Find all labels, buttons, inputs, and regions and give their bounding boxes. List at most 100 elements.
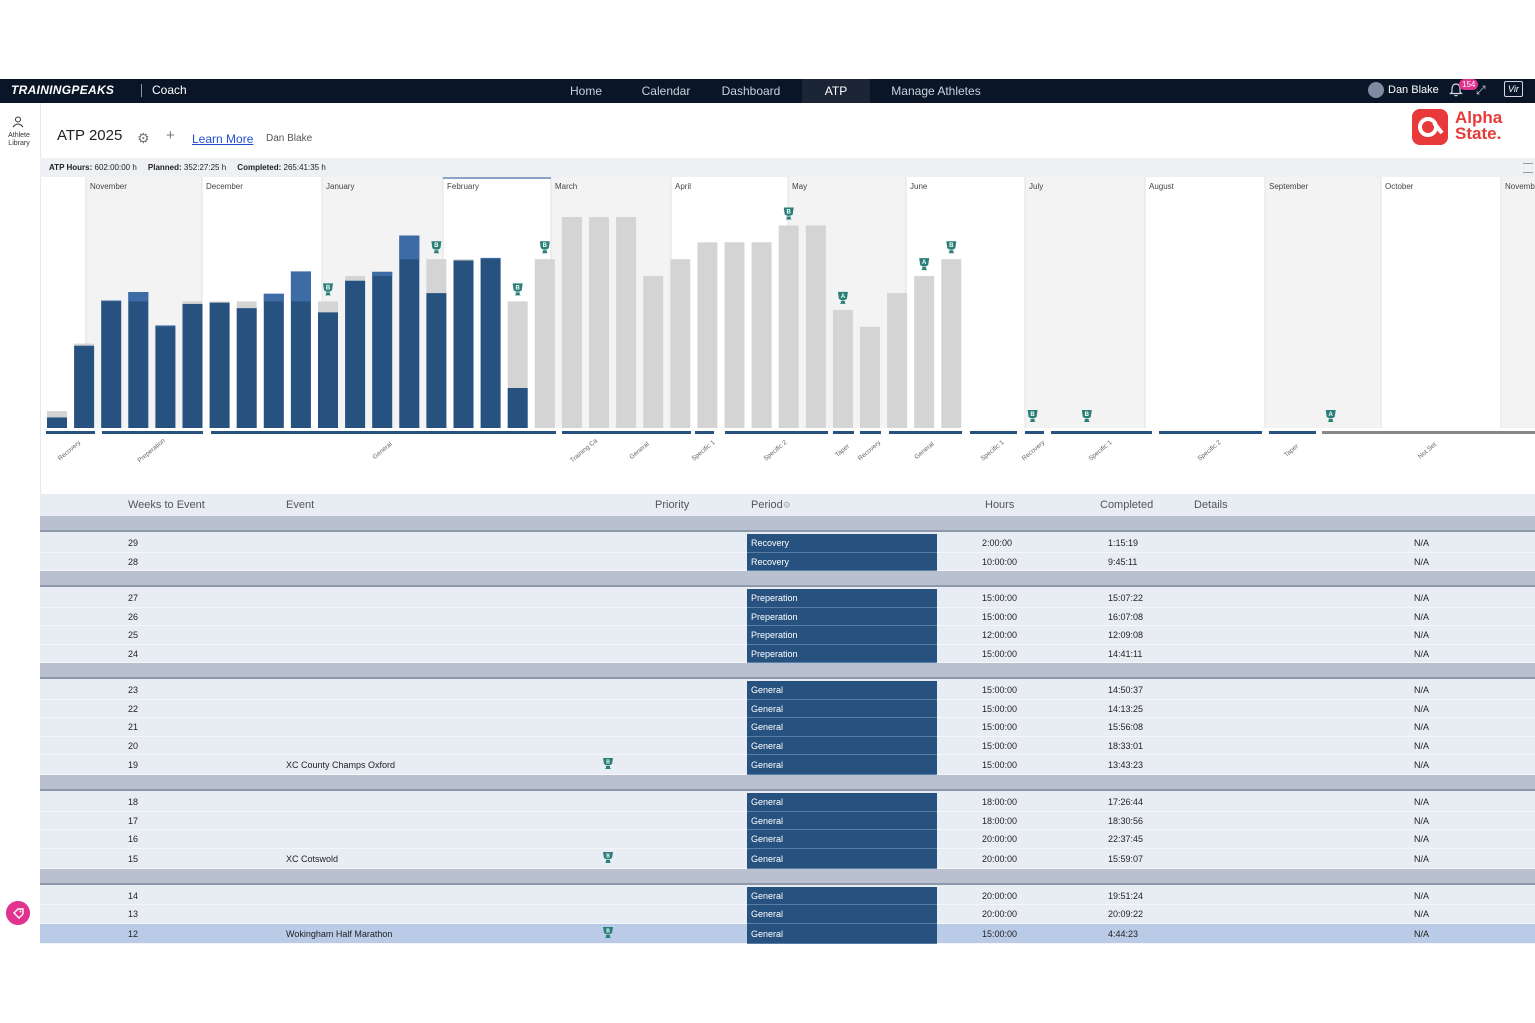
athlete-library-label[interactable]: Athlete Library — [8, 132, 30, 147]
trophy-icon[interactable]: A — [919, 258, 930, 271]
header-weeks-to-event[interactable]: Weeks to Event — [128, 499, 205, 511]
vir-button[interactable]: Vir — [1504, 81, 1523, 97]
trophy-icon[interactable]: B — [431, 241, 442, 254]
table-row[interactable]: 13 General 20:00:00 20:09:22 N/A — [40, 905, 1535, 924]
planned-bar — [589, 217, 609, 428]
expand-icon[interactable]: ⤢ — [1476, 83, 1486, 97]
table-row[interactable]: 15 XC Cotswold B General 20:00:00 15:59:07 N/A — [40, 848, 1535, 869]
nav-home[interactable]: Home — [569, 84, 602, 98]
trophy-icon[interactable]: B — [539, 241, 550, 254]
period-bar — [211, 431, 556, 434]
trophy-icon[interactable]: B — [1027, 410, 1038, 422]
over-plan-bar — [399, 235, 420, 260]
completed-value: 265:41:35 h — [283, 163, 326, 172]
nav-atp[interactable]: ATP — [802, 79, 870, 103]
week-cell: 16 — [128, 834, 139, 844]
trophy-icon[interactable]: B — [602, 926, 614, 939]
completed-cell: 4:44:23 — [1108, 928, 1139, 939]
header-hours[interactable]: Hours — [985, 499, 1015, 511]
details-cell: N/A — [1414, 834, 1430, 844]
svg-text:B: B — [787, 209, 792, 215]
period-cell: General — [747, 681, 937, 700]
left-rail — [0, 103, 41, 944]
table-row[interactable]: 21 General 15:00:00 15:56:08 N/A — [40, 718, 1535, 737]
page-title: ATP 2025 — [57, 127, 123, 144]
menu-icon[interactable] — [1523, 163, 1533, 173]
table-row[interactable]: 27 Preperation 15:00:00 15:07:22 N/A — [40, 589, 1535, 608]
gear-icon[interactable]: ⚙ — [137, 130, 150, 146]
athlete-library-icon[interactable] — [11, 116, 25, 128]
table-row[interactable]: 25 Preperation 12:00:00 12:09:08 N/A — [40, 626, 1535, 645]
completed-cell: 14:50:37 — [1108, 685, 1144, 695]
period-bar — [695, 431, 714, 434]
details-cell: N/A — [1414, 909, 1430, 919]
completed-bar — [372, 271, 393, 428]
details-cell: N/A — [1414, 797, 1430, 807]
learn-more-link[interactable]: Learn More — [192, 132, 254, 146]
week-cell: 24 — [128, 648, 139, 659]
table-row[interactable]: 29 Recovery 2:00:00 1:15:19 N/A — [40, 534, 1535, 553]
table-row[interactable]: 28 Recovery 10:00:00 9:45:11 N/A — [40, 552, 1535, 571]
table-row[interactable]: 23 General 15:00:00 14:50:37 N/A — [40, 681, 1535, 700]
bell-icon[interactable] — [1449, 83, 1463, 97]
period-label: Specific 2 — [1196, 439, 1222, 463]
header-period[interactable]: Period⚙ — [751, 499, 791, 511]
trophy-icon[interactable]: B — [512, 283, 523, 296]
period-cell: General — [747, 699, 937, 718]
user-menu[interactable]: Dan Blake — [1368, 82, 1439, 98]
table-row[interactable]: 26 Preperation 15:00:00 16:07:08 N/A — [40, 607, 1535, 626]
planned-bar — [724, 242, 745, 428]
period-cell: General — [747, 905, 937, 924]
trophy-icon[interactable]: B — [783, 207, 794, 220]
completed-cell: 13:43:23 — [1108, 760, 1144, 770]
trophy-icon[interactable]: A — [837, 291, 848, 304]
details-cell: N/A — [1414, 890, 1430, 901]
completed-bar — [426, 293, 447, 428]
month-band — [1501, 177, 1535, 428]
header-event[interactable]: Event — [286, 499, 315, 511]
table-row[interactable]: 17 General 18:00:00 18:30:56 N/A — [40, 811, 1535, 830]
completed-bar — [399, 235, 420, 428]
planned-bar — [887, 292, 908, 428]
table-row[interactable]: 24 Preperation 15:00:00 14:41:11 N/A — [40, 644, 1535, 663]
trophy-icon[interactable]: B — [602, 758, 614, 770]
table-row[interactable]: 18 General 18:00:00 17:26:44 N/A — [40, 793, 1535, 812]
header-completed[interactable]: Completed — [1100, 499, 1154, 511]
week-cell: 18 — [128, 797, 139, 807]
planned-bar — [832, 309, 853, 428]
trophy-icon[interactable]: B — [323, 283, 333, 296]
period-bar — [590, 431, 691, 434]
table-row[interactable]: 22 General 15:00:00 14:13:25 N/A — [40, 699, 1535, 718]
table-row[interactable]: 20 General 15:00:00 18:33:01 N/A — [40, 736, 1535, 755]
table-row[interactable]: 12 Wokingham Half Marathon B General 15:00:0… — [40, 923, 1535, 944]
group-separator — [40, 775, 1535, 791]
period-bar — [46, 431, 95, 434]
brand-logo[interactable]: TRAININGPEAKS — [11, 83, 115, 97]
trophy-icon[interactable]: A — [1325, 410, 1336, 422]
header-details[interactable]: Details — [1194, 499, 1228, 511]
table-row[interactable]: 19 XC County Champs Oxford B General 15:00:0… — [40, 755, 1535, 775]
brand-divider — [141, 84, 142, 97]
period-bar — [725, 431, 828, 434]
completed-bar — [290, 271, 311, 428]
trophy-icon[interactable]: B — [1081, 410, 1092, 422]
header-priority[interactable]: Priority — [655, 499, 690, 511]
planned-bar — [860, 326, 880, 428]
trophy-icon[interactable]: B — [946, 241, 957, 254]
planned-bar — [751, 242, 772, 428]
add-icon[interactable]: + — [166, 127, 175, 144]
details-cell: N/A — [1414, 853, 1430, 864]
nav-manage-athletes[interactable]: Manage Athletes — [891, 84, 981, 98]
hours-cell: 12:00:00 — [982, 630, 1018, 640]
nav-calendar[interactable]: Calendar — [641, 84, 691, 98]
nav-dashboard[interactable]: Dashboard — [721, 84, 781, 98]
week-cell: 17 — [128, 815, 139, 826]
completed-bar — [47, 417, 67, 428]
table-row[interactable]: 14 General 20:00:00 19:51:24 N/A — [40, 886, 1535, 905]
tag-icon[interactable] — [6, 901, 30, 925]
over-plan-bar — [480, 257, 501, 260]
period-label: Not Set — [1417, 441, 1438, 460]
completed-bar — [318, 312, 338, 428]
trophy-icon[interactable]: B — [602, 851, 614, 864]
table-row[interactable]: 16 General 20:00:00 22:37:45 N/A — [40, 830, 1535, 849]
